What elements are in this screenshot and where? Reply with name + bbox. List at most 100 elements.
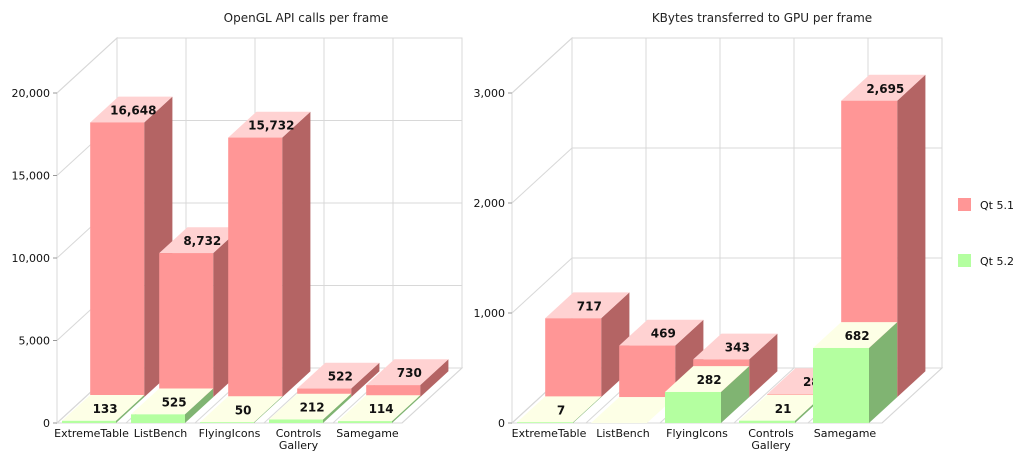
qt51-bar-front (159, 253, 214, 398)
qt51-bar-top (366, 359, 449, 386)
gridline-side (511, 37, 573, 94)
category-label: Samegame (336, 427, 399, 440)
chart-title-kbytes: KBytes transferred to GPU per frame (652, 11, 872, 25)
floor-gridline (881, 367, 943, 424)
qt52-bar-front (338, 421, 392, 423)
qt51-bar-side (282, 111, 311, 398)
qt51-bar-front (545, 318, 602, 398)
qt52-bar-front (813, 347, 869, 423)
qt52-bar-side (573, 396, 602, 423)
value-label: 343 (725, 340, 750, 354)
y-tick-label: 2,000 (474, 197, 506, 210)
y-tick-label: 0 (498, 417, 505, 430)
value-label: 469 (651, 327, 676, 341)
qt51-bar-top (297, 362, 380, 389)
qt51-bar-side (749, 333, 778, 398)
qt52-bar-top (665, 366, 750, 392)
qt52-bar-front (131, 414, 185, 423)
qt51-bar-top (545, 292, 630, 319)
category-label: FlyingIcons (666, 427, 728, 440)
category-label: ListBench (596, 427, 650, 440)
value-label: 16,648 (110, 104, 156, 118)
floor-gridline (733, 367, 795, 424)
gridline-side (511, 147, 573, 204)
qt52-bar-top (269, 393, 352, 420)
category-label: ExtremeTable (54, 427, 129, 440)
qt52-bar-front (517, 422, 573, 423)
qt52-bar-top (591, 397, 676, 423)
chart-opengl-calls: 0 5,000 10,000 15,000 20,000 16,648 8,732 15,73… (12, 36, 464, 452)
qt52-bar-side (869, 322, 898, 423)
qt52-bar-front (739, 420, 795, 423)
qt52-bar-front (62, 420, 116, 423)
legend-label-qt51: Qt 5.1 (980, 199, 1014, 212)
value-label: 21 (775, 402, 792, 416)
value-label: 50 (235, 403, 252, 417)
category-label: ListBench (134, 427, 188, 440)
y-tick-label: 3,000 (474, 87, 506, 100)
qt51-bar-top (619, 319, 704, 346)
y-tick-label: 15,000 (12, 170, 51, 183)
y-tick-label: 20,000 (12, 87, 51, 100)
value-label: 8,732 (183, 234, 221, 248)
category-label: FlyingIcons (199, 427, 261, 440)
qt51-bar-top (841, 74, 926, 101)
legend-swatch-qt52 (958, 254, 971, 267)
qt51-bar-front (228, 137, 283, 398)
value-label: 282 (697, 373, 722, 387)
qt51-bar-side (351, 362, 380, 398)
qt52-bar-top (517, 396, 602, 423)
value-label: 114 (369, 402, 394, 416)
category-label: ExtremeTable (512, 427, 587, 440)
value-label: 522 (328, 370, 353, 384)
category-label: Samegame (814, 427, 877, 440)
value-label: 2,695 (866, 82, 904, 96)
qt52-bar-side (254, 396, 283, 423)
qt52-bar-top (338, 395, 421, 422)
qt51-bar-front (297, 388, 352, 398)
category-label: Gallery (751, 439, 791, 452)
qt51-bar-top (228, 111, 311, 138)
y-tick-label: 5,000 (19, 335, 51, 348)
qt52-bar-front (665, 391, 721, 423)
qt52-bar-side (185, 388, 214, 423)
qt52-bar-front (269, 419, 323, 423)
qt51-bar-front (366, 385, 421, 398)
qt52-bar-side (323, 393, 352, 423)
qt52-bar-side (116, 395, 145, 423)
qt52-bar-top (131, 388, 214, 415)
qt52-bar-top (739, 394, 824, 421)
qt51-bar-side (897, 74, 926, 398)
qt51-bar-front (619, 345, 676, 398)
value-label: 212 (300, 401, 325, 415)
value-label: 682 (845, 329, 870, 343)
qt51-bar-top (90, 96, 173, 123)
qt52-bar-top (200, 396, 283, 423)
qt51-bar-front (90, 122, 145, 398)
qt52-bar-top (62, 395, 145, 421)
y-tick-label: 10,000 (12, 252, 51, 265)
qt51-bar-top (693, 333, 778, 360)
qt52-bar-top (813, 322, 898, 348)
y-tick-label: 1,000 (474, 307, 506, 320)
value-label: 730 (397, 366, 422, 380)
gridline-side (511, 257, 573, 314)
value-label: 7 (557, 403, 565, 417)
legend-label-qt52: Qt 5.2 (980, 255, 1014, 268)
category-label: Gallery (279, 439, 319, 452)
value-label: 15,732 (248, 119, 294, 133)
qt51-bar-side (420, 359, 449, 398)
legend: Qt 5.1 Qt 5.2 (958, 198, 1014, 268)
legend-swatch-qt51 (958, 198, 971, 211)
gridline-side (56, 37, 118, 94)
category-label: Controls (748, 427, 794, 440)
chart-title-opengl: OpenGL API calls per frame (224, 11, 389, 25)
qt51-bar-top (159, 227, 242, 254)
qt52-bar-front (200, 422, 254, 423)
value-label: 133 (93, 402, 118, 416)
qt52-bar-side (721, 366, 750, 423)
value-label: 525 (162, 395, 187, 409)
chart-kbytes-gpu: 01,0002,0003,000717469343282,69572822168… (474, 36, 944, 452)
qt52-bar-side (392, 395, 421, 423)
